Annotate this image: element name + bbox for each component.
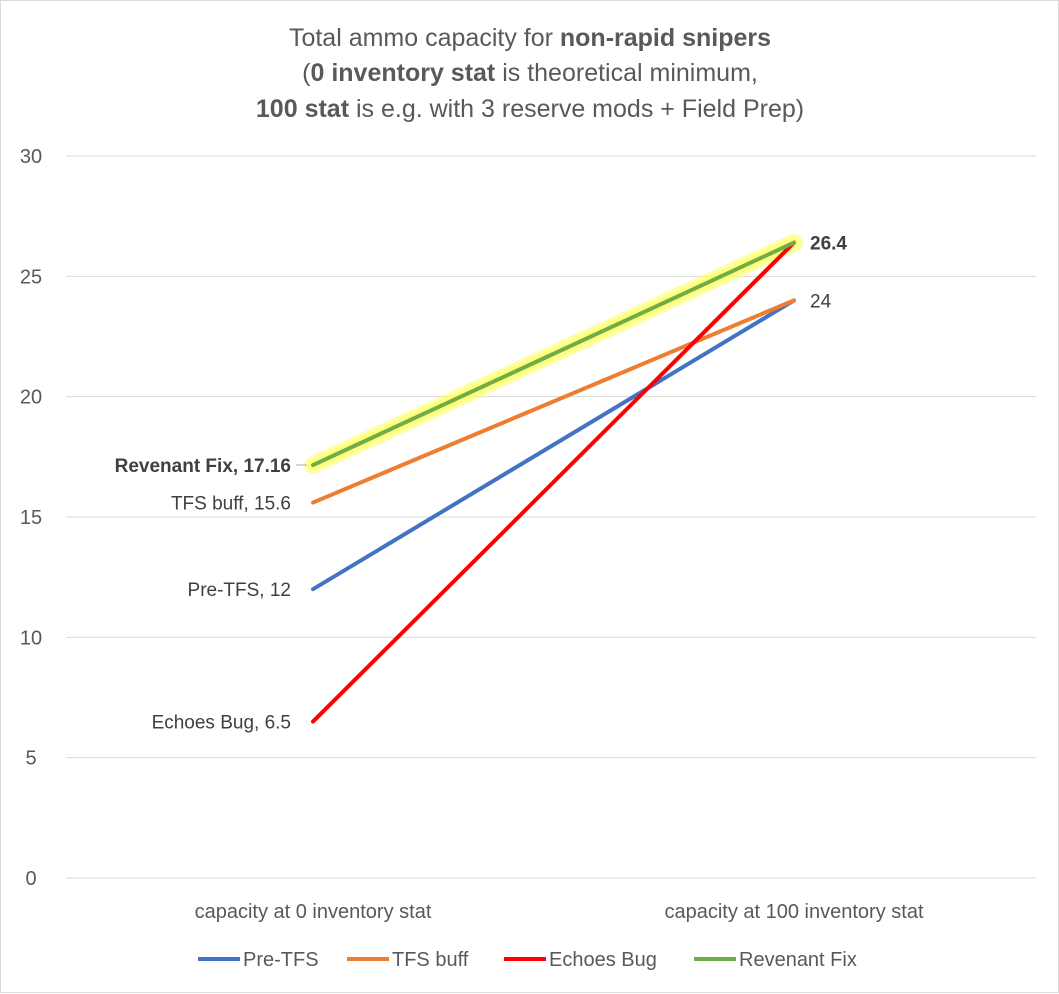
data-label-revenant-fix-1: Revenant Fix, 17.16 [115,456,291,477]
data-label-echoes-bug-1: Echoes Bug, 6.5 [152,713,291,734]
series-line-revenant-fix [311,240,796,468]
x-axis: capacity at 0 inventory stat capacity at … [195,901,924,923]
title-line-3-part-1: 100 stat [256,95,350,123]
data-label-pre-tfs-1: Pre-TFS, 12 [188,580,291,601]
title-line-1-part-1: Total ammo capacity for [289,24,560,52]
data-label-revenant-fix-2: 26.4 [810,234,847,255]
gridlines [66,155,1036,879]
title-line-2-part-1: ( [302,59,311,87]
x-tick-label-2: capacity at 100 inventory stat [664,901,923,923]
data-label-tfs-buff-1: TFS buff, 15.6 [171,494,291,515]
chart-title: Total ammo capacity for non-rapid sniper… [256,24,804,123]
title-line-2-part-2: 0 inventory stat [310,59,495,87]
y-tick-label-0: 0 [25,868,36,890]
data-label-pre-tfs-2: 24 [810,291,832,312]
title-line-2-part-3: is theoretical minimum, [495,59,758,87]
y-tick-label-10: 10 [20,627,42,649]
series-line-echoes-bug [311,240,796,724]
y-tick-label-30: 30 [20,146,42,168]
series-line-pre-tfs [311,298,796,592]
title-line-3: 100 stat is e.g. with 3 reserve mods + F… [256,95,804,123]
y-tick-label-20: 20 [20,387,42,409]
series-line-tfs-buff [311,298,796,505]
legend-label-echoes-bug: Echoes Bug [549,949,657,971]
title-line-1-part-2: non-rapid snipers [560,24,771,52]
y-tick-label-15: 15 [20,507,42,529]
data-labels: Pre-TFS, 12 24 TFS buff, 15.6 Echoes Bug, 6… [115,234,848,734]
series-lines [311,240,796,724]
legend-label-tfs-buff: TFS buff [392,949,469,971]
title-line-2: (0 inventory stat is theoretical minimum… [302,59,758,87]
title-line-3-part-2: is e.g. with 3 reserve mods + Field Prep… [349,95,804,123]
y-tick-label-25: 25 [20,266,42,288]
legend: Pre-TFS TFS buff Echoes Bug Revenant Fix [198,949,857,971]
y-axis: 0 5 10 15 20 25 30 [20,146,42,890]
title-line-1: Total ammo capacity for non-rapid sniper… [289,24,771,52]
legend-label-revenant-fix: Revenant Fix [739,949,857,971]
y-tick-label-5: 5 [25,748,36,770]
legend-label-pre-tfs: Pre-TFS [243,949,319,971]
x-tick-label-1: capacity at 0 inventory stat [195,901,432,923]
